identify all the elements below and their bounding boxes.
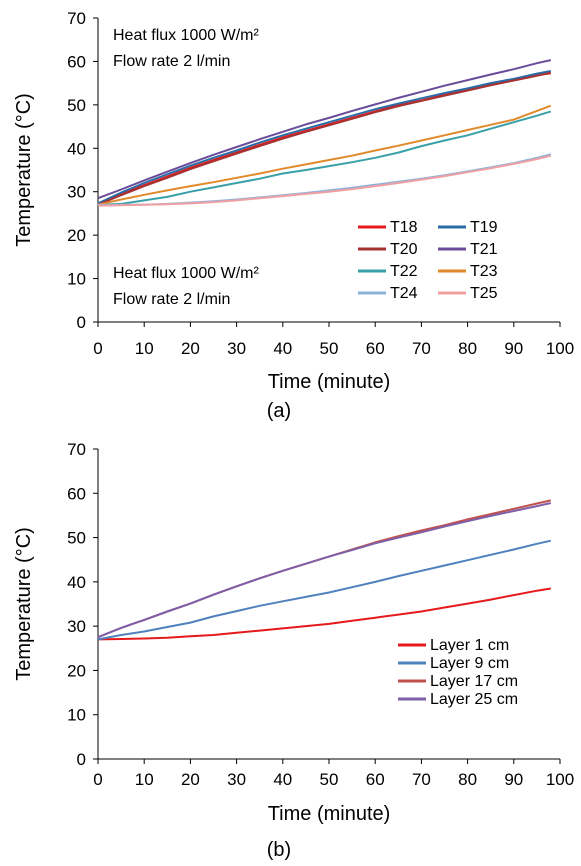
x-tick-label: 100 <box>546 339 574 358</box>
series-line-t19 <box>97 70 551 205</box>
x-tick-label: 40 <box>273 770 292 789</box>
y-axis-label: Temperature (°C) <box>13 527 35 681</box>
y-tick-label: 60 <box>67 52 86 71</box>
y-tick-label: 20 <box>67 226 86 245</box>
legend-label: T23 <box>470 263 498 280</box>
series-line-t22 <box>97 110 552 206</box>
series-line-layer-9-cm <box>97 539 552 641</box>
y-tick-label: 50 <box>67 96 86 115</box>
legend-label: Layer 1 cm <box>430 637 509 654</box>
series-line-t25 <box>97 154 552 207</box>
x-axis-label: Time (minute) <box>268 371 391 393</box>
y-axis-label: Temperature (°C) <box>13 93 35 247</box>
chart-annotation: Heat flux 1000 W/m² <box>113 265 260 282</box>
chart-annotation: Heat flux 1000 W/m² <box>113 27 260 44</box>
x-tick-label: 30 <box>227 770 246 789</box>
x-tick-label: 80 <box>458 770 477 789</box>
x-tick-label: 10 <box>135 339 154 358</box>
x-axis-label: Time (minute) <box>268 803 391 825</box>
x-tick-label: 0 <box>93 770 102 789</box>
legend-label: T20 <box>390 241 418 258</box>
x-tick-label: 20 <box>181 339 200 358</box>
y-tick-label: 20 <box>67 661 86 680</box>
legend-label: Layer 9 cm <box>430 655 509 672</box>
x-tick-label: 90 <box>504 339 523 358</box>
y-tick-label: 50 <box>67 529 86 548</box>
series-line-t21 <box>97 59 552 200</box>
series-line-layer-25-cm <box>97 502 552 639</box>
y-tick-label: 40 <box>67 573 86 592</box>
chart-panel-a: 0 10 20 30 40 50 60 70 0 10 20 30 40 50 60 70 80 90 100 Tim… <box>13 9 574 422</box>
legend-label: T21 <box>470 241 498 258</box>
x-tick-label: 70 <box>412 770 431 789</box>
legend-label: T19 <box>470 219 498 236</box>
x-tick-label: 70 <box>412 339 431 358</box>
series-line-t20 <box>97 71 552 206</box>
y-tick-label: 0 <box>77 313 86 332</box>
y-tick-label: 30 <box>67 617 86 636</box>
y-tick-label: 30 <box>67 183 86 202</box>
y-tick-label: 70 <box>67 9 86 28</box>
x-tick-label: 60 <box>366 770 385 789</box>
x-tick-label: 10 <box>135 770 154 789</box>
legend-label: T25 <box>470 285 498 302</box>
series-line-layer-1-cm <box>97 587 551 641</box>
y-tick-label: 10 <box>67 270 86 289</box>
series-line-layer-17-cm <box>97 499 552 639</box>
x-tick-label: 30 <box>227 339 246 358</box>
chart-annotation: Flow rate 2 l/min <box>113 53 230 70</box>
series-line-t23 <box>97 104 552 206</box>
legend-label: Layer 25 cm <box>430 691 518 708</box>
x-tick-label: 60 <box>366 339 385 358</box>
y-tick-label: 60 <box>67 484 86 503</box>
legend: T18 T19 T20 T21 T22 T23 T24 T25 <box>358 219 498 302</box>
x-tick-label: 80 <box>458 339 477 358</box>
legend-label: T24 <box>390 285 418 302</box>
panel-label: (a) <box>267 400 291 422</box>
x-tick-label: 50 <box>320 339 339 358</box>
y-tick-label: 70 <box>67 440 86 459</box>
y-tick-label: 10 <box>67 706 86 725</box>
legend-label: T22 <box>390 263 418 280</box>
y-tick-label: 0 <box>77 750 86 769</box>
panel-label: (b) <box>267 839 291 861</box>
y-tick-label: 40 <box>67 139 86 158</box>
x-tick-label: 90 <box>504 770 523 789</box>
legend-label: T18 <box>390 219 418 236</box>
x-tick-label: 20 <box>181 770 200 789</box>
x-tick-label: 100 <box>546 770 574 789</box>
x-tick-label: 50 <box>320 770 339 789</box>
x-tick-label: 40 <box>273 339 292 358</box>
legend-label: Layer 17 cm <box>430 673 518 690</box>
x-tick-label: 0 <box>93 339 102 358</box>
series-line-t18 <box>97 72 551 206</box>
chart-annotation: Flow rate 2 l/min <box>113 291 230 308</box>
